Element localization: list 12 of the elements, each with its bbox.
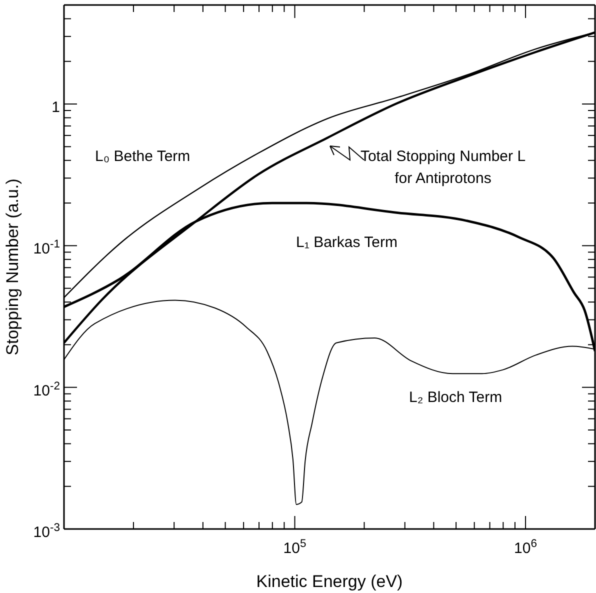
- series-label: L₁ Barkas Term: [296, 234, 398, 251]
- y-tick-label: 10$^{-2}$: [33, 380, 60, 400]
- x-axis-title: Kinetic Energy (eV): [256, 572, 403, 591]
- y-tick-label: 10$^{-3}$: [33, 522, 60, 541]
- series-label: L₀ Bethe Term: [95, 148, 190, 165]
- y-tick-label: 10$^{-1}$: [33, 238, 60, 258]
- x-tick-label: 10$^{5}$: [283, 538, 306, 557]
- y-axis-title: Stopping Number (a.u.): [3, 178, 22, 356]
- y-tick-label: 1: [52, 99, 60, 116]
- x-tick-label: 10$^{6}$: [514, 538, 538, 557]
- legend-label: Total Stopping Number L for Antiprotons: [360, 148, 526, 187]
- series-label: L₂ Bloch Term: [409, 389, 502, 406]
